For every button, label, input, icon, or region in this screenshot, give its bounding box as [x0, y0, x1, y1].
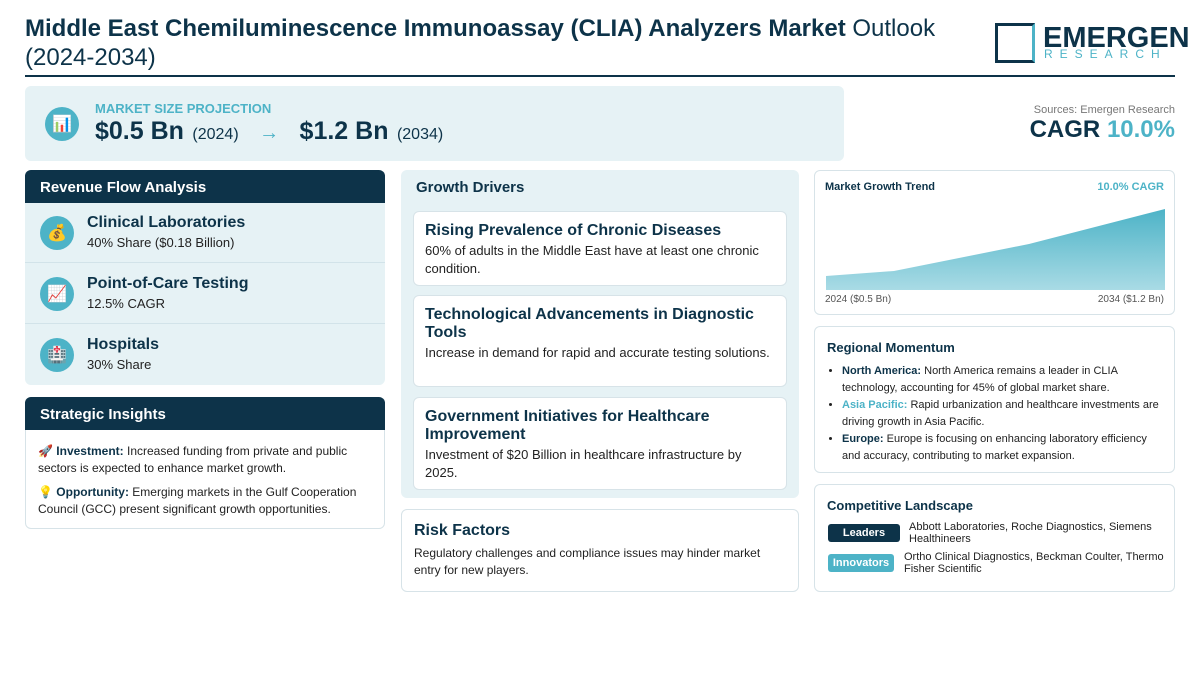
projection-box: 📊 MARKET SIZE PROJECTION $0.5 Bn (2024) … — [25, 86, 844, 161]
logo-sub: RESEARCH — [1044, 47, 1167, 61]
start-value: $0.5 Bn — [95, 117, 184, 145]
driver-card: Technological Advancements in Diagnostic… — [413, 295, 787, 387]
insight-text: Emerging markets in the Gulf Cooperation… — [38, 485, 357, 516]
insight: 🚀 Investment: Increased funding from pri… — [38, 443, 368, 477]
insight-icon: 🚀 — [38, 444, 53, 458]
item-detail: 40% Share ($0.18 Billion) — [87, 235, 235, 250]
item-name: Hospitals — [87, 336, 160, 353]
region-item: Asia Pacific: Rapid urbanization and hea… — [842, 397, 1165, 431]
region-text: North America remains a leader in CLIA t… — [842, 365, 1118, 394]
regional-list: North America: North America remains a l… — [827, 363, 1165, 465]
logo-main: EMERGEN — [1043, 22, 1190, 54]
leaders-tag: Leaders — [828, 524, 900, 542]
risk-factors: Risk Factors Regulatory challenges and c… — [401, 509, 799, 592]
region-text: Rapid urbanization and healthcare invest… — [842, 399, 1159, 428]
revenue-item: 🏥 Hospitals 30% Share — [25, 325, 385, 385]
regional-title: Regional Momentum — [827, 340, 955, 355]
region-name: Europe: — [842, 433, 884, 445]
title-bold: Middle East Chemiluminescence Immunoassa… — [25, 15, 846, 42]
trend-title: Market Growth Trend — [825, 181, 936, 193]
title-rule — [25, 75, 1175, 77]
driver-card: Government Initiatives for Healthcare Im… — [413, 397, 787, 490]
trend-area — [826, 209, 1165, 290]
item-name: Clinical Laboratories — [87, 214, 246, 231]
region-item: Europe: Europe is focusing on enhancing … — [842, 431, 1165, 465]
revenue-flow-title: Revenue Flow Analysis — [25, 170, 385, 203]
innovators-tag: Innovators — [828, 554, 894, 572]
insight: 💡 Opportunity: Emerging markets in the G… — [38, 484, 368, 518]
trend-end-label: 2034 ($1.2 Bn) — [1097, 294, 1164, 305]
strategic-insights: Strategic Insights 🚀 Investment: Increas… — [25, 397, 385, 529]
region-name: Asia Pacific: — [842, 399, 908, 411]
cagr: CAGR 10.0% — [1030, 116, 1175, 144]
competitive-title: Competitive Landscape — [827, 498, 973, 513]
title: Middle East Chemiluminescence Immunoassa… — [25, 14, 965, 72]
insight-label: Opportunity: — [56, 485, 129, 499]
end-value: $1.2 Bn — [299, 117, 389, 145]
item-icon: 🏥 — [40, 338, 74, 372]
competitive-landscape: Competitive Landscape Leaders Abbott Lab… — [814, 484, 1175, 592]
end-year: (2034) — [396, 126, 444, 143]
driver-title: Rising Prevalence of Chronic Diseases — [425, 222, 722, 239]
logo-mark — [995, 23, 1035, 63]
start-year: (2024) — [192, 126, 239, 143]
revenue-item: 📈 Point-of-Care Testing 12.5% CAGR — [25, 264, 385, 324]
item-icon: 💰 — [40, 216, 74, 250]
driver-text: 60% of adults in the Middle East have at… — [425, 243, 759, 276]
risk-text: Regulatory challenges and compliance iss… — [414, 546, 761, 577]
item-detail: 30% Share — [87, 357, 152, 372]
region-text: Europe is focusing on enhancing laborato… — [842, 433, 1147, 462]
driver-text: Investment of $20 Billion in healthcare … — [425, 447, 742, 480]
trend-badge: 10.0% CAGR — [1097, 181, 1164, 193]
region-item: North America: North America remains a l… — [842, 363, 1165, 397]
innovators-companies: Ortho Clinical Diagnostics, Beckman Coul… — [904, 551, 1164, 575]
cagr-label: CAGR — [1029, 116, 1101, 143]
projection-label: MARKET SIZE PROJECTION — [95, 101, 272, 116]
cagr-value: 10.0% — [1106, 116, 1175, 143]
projection-values: $0.5 Bn (2024) → $1.2 Bn (2034) — [95, 117, 443, 146]
projection-icon: 📊 — [45, 107, 79, 141]
leaders-companies: Abbott Laboratories, Roche Diagnostics, … — [909, 521, 1152, 545]
arrow: → — [259, 122, 280, 144]
region-name: North America: — [842, 365, 922, 377]
driver-title: Government Initiatives for Healthcare Im… — [425, 408, 710, 443]
driver-text: Increase in demand for rapid and accurat… — [425, 345, 770, 360]
driver-title: Technological Advancements in Diagnostic… — [425, 306, 754, 341]
risk-title: Risk Factors — [414, 522, 511, 539]
regional-momentum: Regional Momentum North America: North A… — [814, 326, 1175, 473]
insight-label: Investment: — [56, 444, 124, 458]
insight-text: Increased funding from private and publi… — [38, 444, 348, 475]
source: Sources: Emergen Research — [1033, 104, 1175, 116]
revenue-flow: Revenue Flow Analysis 💰 Clinical Laborat… — [25, 170, 385, 385]
driver-card: Rising Prevalence of Chronic Diseases 60… — [413, 211, 787, 286]
insight-icon: 💡 — [38, 485, 53, 499]
growth-drivers-title: Growth Drivers — [416, 179, 525, 196]
item-detail: 12.5% CAGR — [87, 296, 166, 311]
trend-area-chart — [826, 209, 1165, 290]
growth-trend: Market Growth Trend 10.0% CAGR 2024 ($0.… — [814, 170, 1175, 315]
item-icon: 📈 — [40, 277, 74, 311]
trend-start-label: 2024 ($0.5 Bn) — [825, 294, 892, 305]
title-rest: Outlook (2024-2034) — [25, 15, 936, 71]
growth-drivers: Growth Drivers Rising Prevalence of Chro… — [401, 170, 799, 498]
revenue-item: 💰 Clinical Laboratories 40% Share ($0.18… — [25, 203, 385, 263]
strategic-title: Strategic Insights — [25, 397, 385, 430]
item-name: Point-of-Care Testing — [87, 275, 249, 292]
